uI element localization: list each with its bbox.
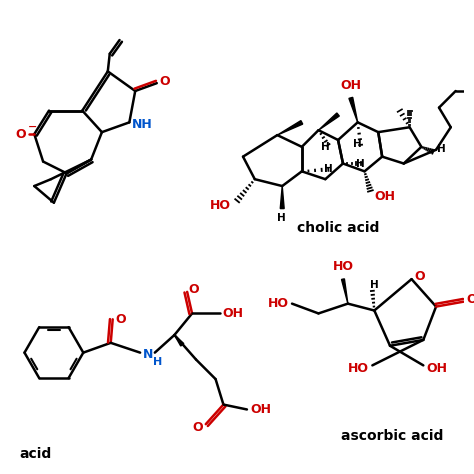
Text: N: N — [143, 348, 153, 361]
Text: HO: HO — [332, 260, 354, 273]
Text: OH: OH — [427, 362, 447, 375]
Text: H: H — [324, 164, 333, 174]
Text: O: O — [189, 283, 200, 296]
Text: HO: HO — [210, 199, 231, 212]
Text: O: O — [192, 420, 203, 434]
Text: HO: HO — [268, 297, 289, 310]
Text: OH: OH — [223, 307, 244, 320]
Text: O: O — [466, 293, 474, 306]
Polygon shape — [280, 186, 284, 209]
Text: OH: OH — [374, 191, 396, 203]
Text: H: H — [153, 357, 163, 367]
Text: HO: HO — [348, 362, 369, 375]
Text: cholic acid: cholic acid — [297, 221, 379, 235]
Text: H: H — [277, 213, 286, 223]
Text: −: − — [27, 122, 37, 132]
Polygon shape — [349, 97, 358, 122]
Text: O: O — [15, 128, 26, 141]
Text: H: H — [437, 144, 446, 154]
Polygon shape — [174, 335, 184, 346]
Text: H: H — [370, 280, 379, 290]
Text: H: H — [321, 142, 330, 152]
Text: H: H — [353, 139, 362, 149]
Polygon shape — [342, 279, 348, 304]
Text: O: O — [159, 75, 170, 88]
Text: acid: acid — [19, 447, 52, 461]
Text: OH: OH — [340, 79, 361, 91]
Polygon shape — [277, 120, 303, 135]
Text: O: O — [115, 313, 126, 326]
Polygon shape — [319, 113, 339, 130]
Text: NH: NH — [132, 118, 153, 131]
Text: H: H — [356, 158, 365, 168]
Text: ascorbic acid: ascorbic acid — [341, 429, 443, 443]
Text: O: O — [414, 270, 425, 283]
Text: OH: OH — [250, 403, 271, 416]
